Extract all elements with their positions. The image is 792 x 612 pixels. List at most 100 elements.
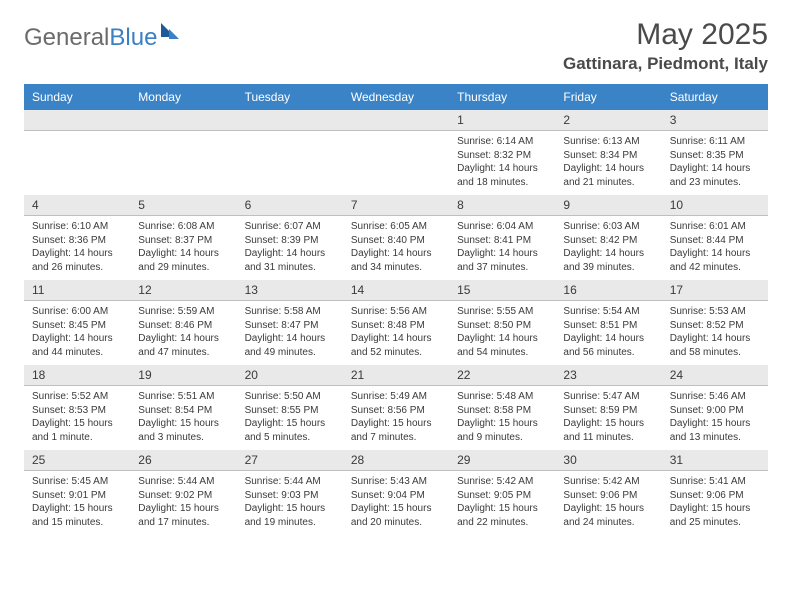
daylight-text: and 17 minutes. [138, 516, 228, 530]
daylight-text: and 9 minutes. [457, 431, 547, 445]
daylight-text: and 21 minutes. [563, 176, 653, 190]
daylight-text: Daylight: 14 hours [245, 247, 335, 261]
sunrise-text: Sunrise: 5:42 AM [563, 475, 653, 489]
daylight-text: Daylight: 15 hours [245, 417, 335, 431]
day-detail-cell: Sunrise: 5:44 AMSunset: 9:03 PMDaylight:… [237, 471, 343, 536]
day-number: 18 [24, 365, 130, 386]
day-detail-row: Sunrise: 5:52 AMSunset: 8:53 PMDaylight:… [24, 386, 768, 451]
daylight-text: and 49 minutes. [245, 346, 335, 360]
day-number: 12 [130, 280, 236, 301]
triangle-icon [169, 29, 179, 39]
day-number: 3 [662, 110, 768, 131]
sunrise-text: Sunrise: 6:14 AM [457, 135, 547, 149]
sunset-text: Sunset: 8:58 PM [457, 404, 547, 418]
day-number: 23 [555, 365, 661, 386]
sunset-text: Sunset: 8:55 PM [245, 404, 335, 418]
day-number: 16 [555, 280, 661, 301]
weekday-header: Tuesday [237, 84, 343, 110]
daylight-text: Daylight: 15 hours [32, 502, 122, 516]
day-number: 14 [343, 280, 449, 301]
daylight-text: Daylight: 14 hours [670, 332, 760, 346]
day-detail-cell [24, 131, 130, 196]
sunrise-text: Sunrise: 6:05 AM [351, 220, 441, 234]
sunset-text: Sunset: 9:00 PM [670, 404, 760, 418]
sunset-text: Sunset: 8:47 PM [245, 319, 335, 333]
day-detail-cell: Sunrise: 5:43 AMSunset: 9:04 PMDaylight:… [343, 471, 449, 536]
daylight-text: Daylight: 14 hours [138, 332, 228, 346]
daylight-text: and 58 minutes. [670, 346, 760, 360]
daylight-text: Daylight: 14 hours [351, 247, 441, 261]
daylight-text: and 7 minutes. [351, 431, 441, 445]
day-number: 4 [24, 195, 130, 216]
daylight-text: and 29 minutes. [138, 261, 228, 275]
day-detail-cell: Sunrise: 6:11 AMSunset: 8:35 PMDaylight:… [662, 131, 768, 196]
day-detail-cell [237, 131, 343, 196]
weekday-header: Monday [130, 84, 236, 110]
day-number [130, 110, 236, 131]
sunrise-text: Sunrise: 6:08 AM [138, 220, 228, 234]
sunrise-text: Sunrise: 5:58 AM [245, 305, 335, 319]
day-detail-cell [343, 131, 449, 196]
sunset-text: Sunset: 9:03 PM [245, 489, 335, 503]
day-number-row: 25262728293031 [24, 450, 768, 471]
daylight-text: Daylight: 14 hours [563, 332, 653, 346]
day-detail-row: Sunrise: 6:10 AMSunset: 8:36 PMDaylight:… [24, 216, 768, 281]
day-number [24, 110, 130, 131]
sunrise-text: Sunrise: 5:50 AM [245, 390, 335, 404]
sunset-text: Sunset: 8:35 PM [670, 149, 760, 163]
sunset-text: Sunset: 8:42 PM [563, 234, 653, 248]
sunset-text: Sunset: 8:44 PM [670, 234, 760, 248]
day-number: 20 [237, 365, 343, 386]
daylight-text: and 37 minutes. [457, 261, 547, 275]
daylight-text: Daylight: 15 hours [457, 502, 547, 516]
sunrise-text: Sunrise: 6:04 AM [457, 220, 547, 234]
daylight-text: Daylight: 14 hours [32, 247, 122, 261]
sunrise-text: Sunrise: 5:51 AM [138, 390, 228, 404]
sunrise-text: Sunrise: 5:44 AM [138, 475, 228, 489]
daylight-text: Daylight: 15 hours [457, 417, 547, 431]
day-number: 9 [555, 195, 661, 216]
day-number: 28 [343, 450, 449, 471]
sunset-text: Sunset: 9:01 PM [32, 489, 122, 503]
sunset-text: Sunset: 8:50 PM [457, 319, 547, 333]
daylight-text: Daylight: 14 hours [563, 162, 653, 176]
sunset-text: Sunset: 9:04 PM [351, 489, 441, 503]
sunset-text: Sunset: 8:37 PM [138, 234, 228, 248]
daylight-text: and 39 minutes. [563, 261, 653, 275]
daylight-text: and 15 minutes. [32, 516, 122, 530]
sunrise-text: Sunrise: 5:48 AM [457, 390, 547, 404]
sunset-text: Sunset: 8:48 PM [351, 319, 441, 333]
daylight-text: Daylight: 14 hours [351, 332, 441, 346]
daylight-text: Daylight: 14 hours [457, 247, 547, 261]
sunrise-text: Sunrise: 5:44 AM [245, 475, 335, 489]
daylight-text: and 52 minutes. [351, 346, 441, 360]
daylight-text: Daylight: 14 hours [670, 162, 760, 176]
sunrise-text: Sunrise: 5:46 AM [670, 390, 760, 404]
daylight-text: and 56 minutes. [563, 346, 653, 360]
sunset-text: Sunset: 8:36 PM [32, 234, 122, 248]
day-detail-cell: Sunrise: 5:53 AMSunset: 8:52 PMDaylight:… [662, 301, 768, 366]
day-number: 8 [449, 195, 555, 216]
location-label: Gattinara, Piedmont, Italy [563, 54, 768, 74]
day-detail-cell: Sunrise: 5:45 AMSunset: 9:01 PMDaylight:… [24, 471, 130, 536]
daylight-text: Daylight: 14 hours [138, 247, 228, 261]
day-number: 19 [130, 365, 236, 386]
daylight-text: and 54 minutes. [457, 346, 547, 360]
day-number: 1 [449, 110, 555, 131]
daylight-text: and 22 minutes. [457, 516, 547, 530]
sunset-text: Sunset: 9:06 PM [670, 489, 760, 503]
daylight-text: and 47 minutes. [138, 346, 228, 360]
day-detail-cell: Sunrise: 5:56 AMSunset: 8:48 PMDaylight:… [343, 301, 449, 366]
sunrise-text: Sunrise: 6:11 AM [670, 135, 760, 149]
day-detail-cell: Sunrise: 6:13 AMSunset: 8:34 PMDaylight:… [555, 131, 661, 196]
sunrise-text: Sunrise: 5:43 AM [351, 475, 441, 489]
day-number [237, 110, 343, 131]
sunset-text: Sunset: 8:40 PM [351, 234, 441, 248]
day-detail-cell: Sunrise: 5:41 AMSunset: 9:06 PMDaylight:… [662, 471, 768, 536]
day-detail-cell: Sunrise: 6:05 AMSunset: 8:40 PMDaylight:… [343, 216, 449, 281]
day-detail-cell: Sunrise: 6:00 AMSunset: 8:45 PMDaylight:… [24, 301, 130, 366]
day-detail-cell: Sunrise: 5:47 AMSunset: 8:59 PMDaylight:… [555, 386, 661, 451]
daylight-text: Daylight: 15 hours [351, 502, 441, 516]
daylight-text: and 24 minutes. [563, 516, 653, 530]
logo: GeneralBlue [24, 18, 179, 52]
